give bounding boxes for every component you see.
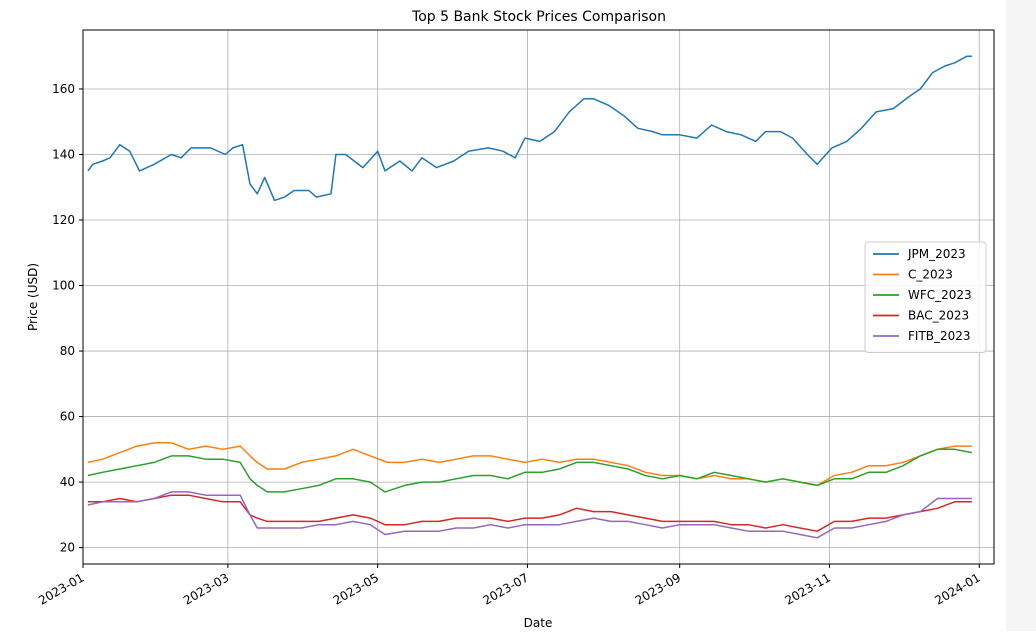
legend-label: WFC_2023	[908, 288, 972, 302]
legend-label: C_2023	[908, 268, 953, 282]
y-tick-label: 60	[60, 410, 75, 424]
legend: JPM_2023 C_2023 WFC_2023 BAC_2023 FITB_2023	[864, 241, 987, 353]
y-tick-label: 20	[60, 541, 75, 555]
y-tick-label: 160	[52, 82, 75, 96]
y-tick-label: 140	[52, 147, 75, 161]
legend-label: JPM_2023	[907, 247, 966, 261]
y-tick-label: 100	[52, 279, 75, 293]
y-tick-label: 120	[52, 213, 75, 227]
legend-label: FITB_2023	[908, 329, 971, 343]
x-axis-label: Date	[524, 616, 553, 630]
y-tick-label: 40	[60, 475, 75, 489]
series-lines	[87, 55, 973, 539]
y-axis-label: Price (USD)	[26, 263, 40, 331]
series-line-fitb-2023	[87, 491, 972, 539]
window-edge	[1006, 0, 1036, 631]
plot-frame	[82, 29, 995, 565]
series-line-bac-2023	[87, 494, 972, 532]
y-tick-label: 80	[60, 344, 75, 358]
series-line-wfc-2023	[87, 448, 973, 493]
series-line-jpm-2023	[87, 55, 972, 202]
legend-box	[864, 241, 987, 353]
legend-label: BAC_2023	[908, 309, 969, 323]
chart-title: Top 5 Bank Stock Prices Comparison	[411, 9, 666, 25]
